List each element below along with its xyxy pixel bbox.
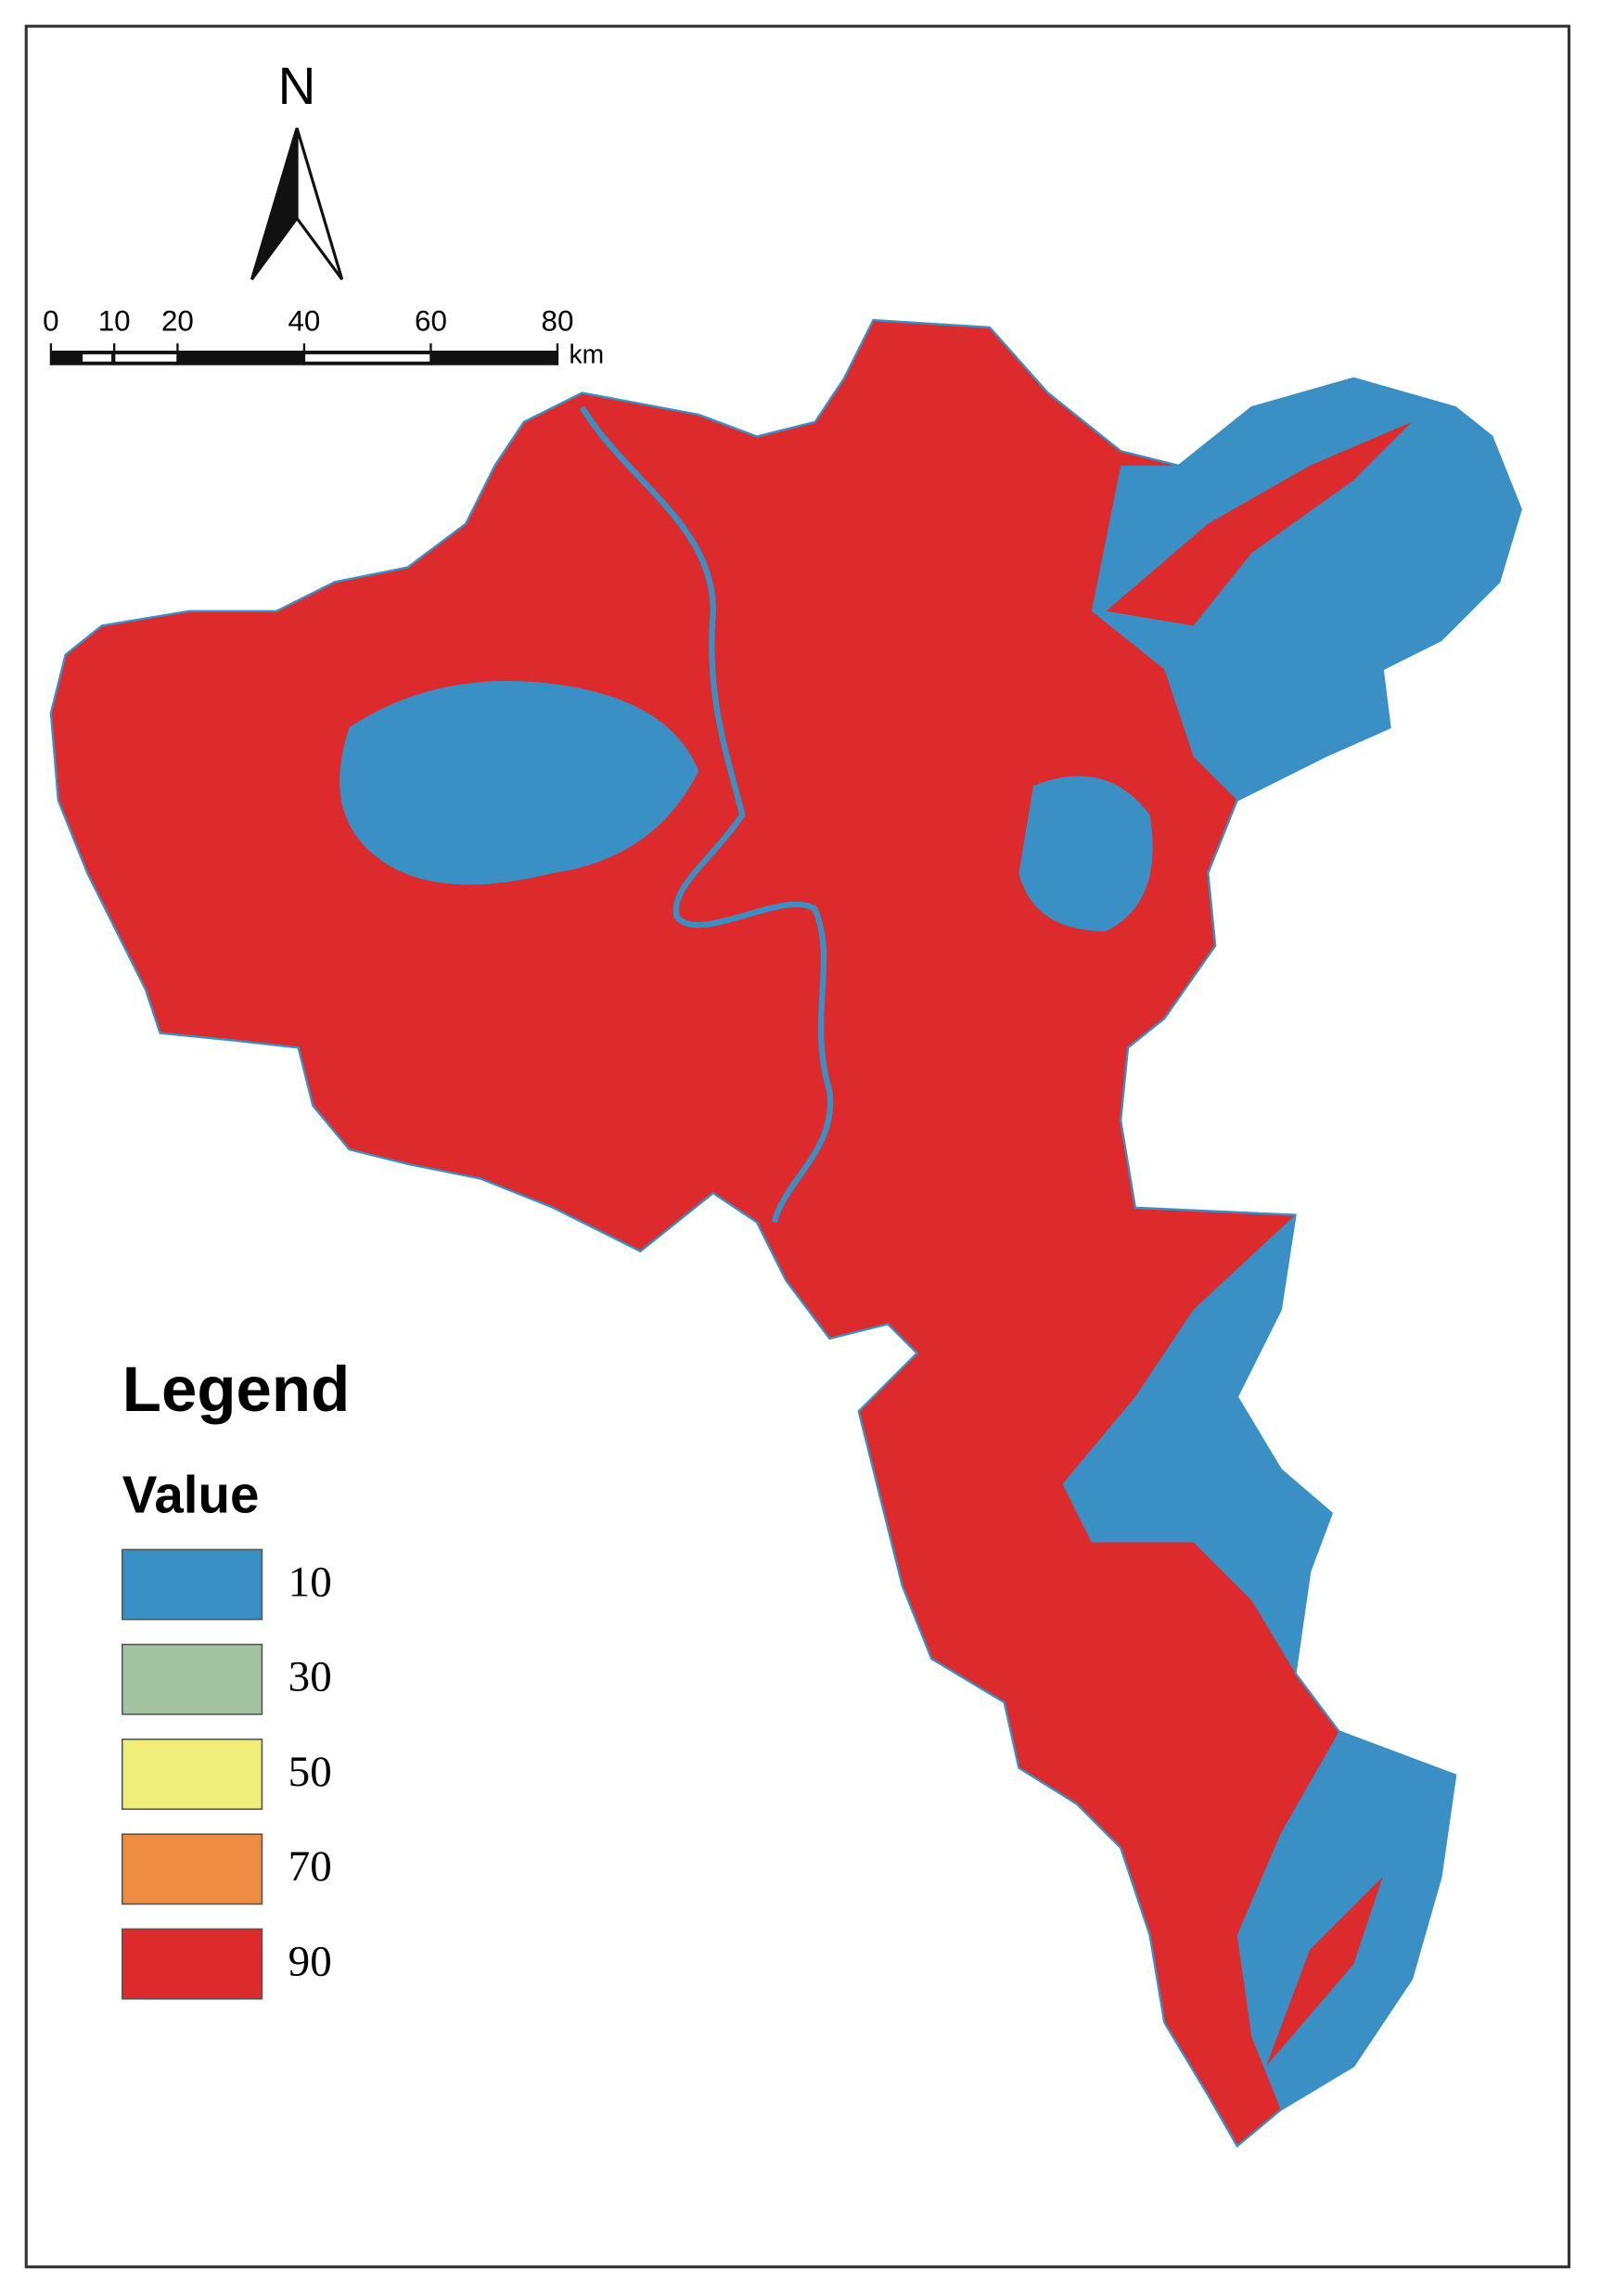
legend-swatch [122,1738,263,1810]
region-blue [1091,378,1521,801]
legend: Legend Value 10 30 50 70 90 [122,1353,350,2000]
region-red-streak [1106,421,1413,626]
region-blue [1062,1214,1332,1674]
legend-label: 90 [288,1937,332,1985]
scale-bar: 0 10 20 40 60 80 km [43,304,604,368]
north-arrow-right [295,127,344,281]
legend-label: 10 [288,1558,332,1606]
region [49,318,1522,2148]
scale-bar-label: 60 [415,304,447,337]
scale-bar-segment [83,353,112,362]
scale-bar-unit: km [570,340,605,369]
legend-subtitle: Value [122,1465,260,1523]
scale-bar-label: 10 [98,304,131,337]
scale-bar-label: 40 [288,304,320,337]
scale-bar-segment [114,353,178,362]
region-blue [1018,776,1153,931]
legend-label: 30 [288,1653,332,1701]
region-red-streak [1266,1877,1383,2067]
scale-bar-label: 80 [542,304,574,337]
legend-swatch [122,1643,263,1715]
north-label: N [278,57,316,115]
north-arrow: N [250,57,344,281]
region-blue [339,681,699,885]
legend-title: Legend [122,1353,350,1425]
legend-swatch [122,1833,263,1905]
scale-bar-label: 0 [43,304,58,337]
river [579,405,834,1224]
legend-label: 50 [288,1748,332,1796]
scale-bar-label: 20 [161,304,194,337]
legend-label: 70 [288,1842,332,1891]
legend-swatch [122,1548,263,1621]
legend-swatch [122,1928,263,2000]
scale-bar-segment [303,353,431,362]
